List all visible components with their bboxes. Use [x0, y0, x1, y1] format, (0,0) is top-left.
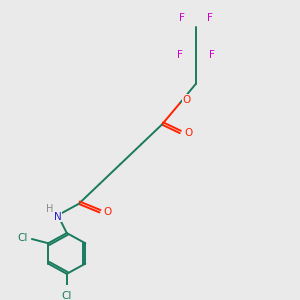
Text: O: O: [104, 207, 112, 218]
Text: Cl: Cl: [61, 291, 72, 300]
Text: N: N: [54, 212, 62, 222]
Text: H: H: [46, 204, 53, 214]
Text: F: F: [177, 50, 183, 60]
Text: Cl: Cl: [18, 233, 28, 243]
Text: F: F: [209, 50, 215, 60]
Text: O: O: [182, 95, 190, 105]
Text: F: F: [207, 13, 213, 23]
Text: O: O: [184, 128, 192, 138]
Text: F: F: [179, 13, 185, 23]
